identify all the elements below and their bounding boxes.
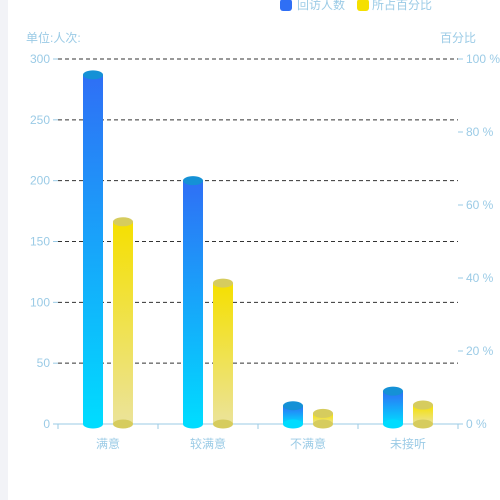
y-left-tick-label: 50 (37, 356, 51, 370)
bar-base (283, 419, 303, 429)
bar-cap (313, 408, 333, 418)
y-left-tick-label: 100 (30, 295, 50, 309)
bar-chart: 回访人数 所占百分比 单位:人次: 百分比 0 50 100 150 200 250 300… (26, 0, 500, 451)
bar-base (183, 419, 203, 429)
bars (83, 70, 433, 429)
y-left-tick-label: 200 (30, 174, 50, 188)
legend-swatch-series-2 (357, 0, 369, 11)
bar-cap (383, 386, 403, 396)
bar-cap (113, 217, 133, 227)
x-axis-ticks: 满意 较满意 不满意 未接听 (57, 424, 459, 451)
bar-body (313, 413, 333, 424)
bar-base (313, 419, 333, 429)
bar-cap (283, 401, 303, 411)
y-right-tick-label: 100 % (466, 52, 500, 66)
bar-body (413, 405, 433, 424)
bar-base (83, 419, 103, 429)
y-right-tick-label: 60 % (466, 198, 494, 212)
bar-base (113, 419, 133, 429)
legend: 回访人数 所占百分比 (280, 0, 432, 12)
legend-item-series-1[interactable]: 回访人数 (280, 0, 345, 12)
legend-label-series-1: 回访人数 (297, 0, 345, 12)
y-axis-left-ticks: 0 50 100 150 200 250 300 (30, 52, 58, 431)
bar-base (383, 419, 403, 429)
bar-series-2-2[interactable] (313, 408, 333, 429)
y-right-tick-label: 40 % (466, 271, 494, 285)
bar-cap (213, 278, 233, 288)
bar-base (413, 419, 433, 429)
y-axis-right-title: 百分比 (440, 31, 476, 45)
bar-body (183, 180, 203, 424)
bar-body (83, 74, 103, 425)
x-tick-label: 较满意 (190, 436, 226, 451)
bar-base (213, 419, 233, 429)
bar-series-1-3[interactable] (383, 386, 403, 429)
bar-series-1-2[interactable] (283, 401, 303, 429)
y-right-tick-label: 80 % (466, 125, 494, 139)
y-right-tick-label: 0 % (466, 417, 487, 431)
y-left-tick-label: 150 (30, 235, 50, 249)
chart-panel: 回访人数 所占百分比 单位:人次: 百分比 0 50 100 150 200 250 300… (8, 0, 500, 500)
bar-series-2-3[interactable] (413, 400, 433, 429)
bar-cap (413, 400, 433, 410)
legend-item-series-2[interactable]: 所占百分比 (357, 0, 432, 12)
legend-label-series-2: 所占百分比 (372, 0, 432, 12)
x-tick-label: 未接听 (390, 436, 426, 451)
y-right-tick-label: 20 % (466, 344, 494, 358)
y-left-tick-label: 300 (30, 52, 50, 66)
x-tick-label: 不满意 (290, 436, 326, 451)
legend-swatch-series-1 (280, 0, 292, 11)
y-left-tick-label: 250 (30, 113, 50, 127)
bar-cap (183, 176, 203, 186)
bar-series-1-1[interactable] (183, 176, 203, 429)
y-axis-right-ticks: 0 % 20 % 40 % 60 % 80 % 100 % (458, 52, 500, 431)
bar-body (113, 221, 133, 424)
bar-body (283, 405, 303, 424)
bar-body (383, 391, 403, 424)
bar-series-1-0[interactable] (83, 70, 103, 429)
y-axis-left-title: 单位:人次: (26, 30, 81, 45)
y-left-tick-label: 0 (43, 417, 50, 431)
x-tick-label: 满意 (96, 436, 120, 451)
bar-series-2-0[interactable] (113, 217, 133, 429)
bar-series-2-1[interactable] (213, 278, 233, 429)
bar-cap (83, 70, 103, 80)
bar-body (213, 283, 233, 424)
